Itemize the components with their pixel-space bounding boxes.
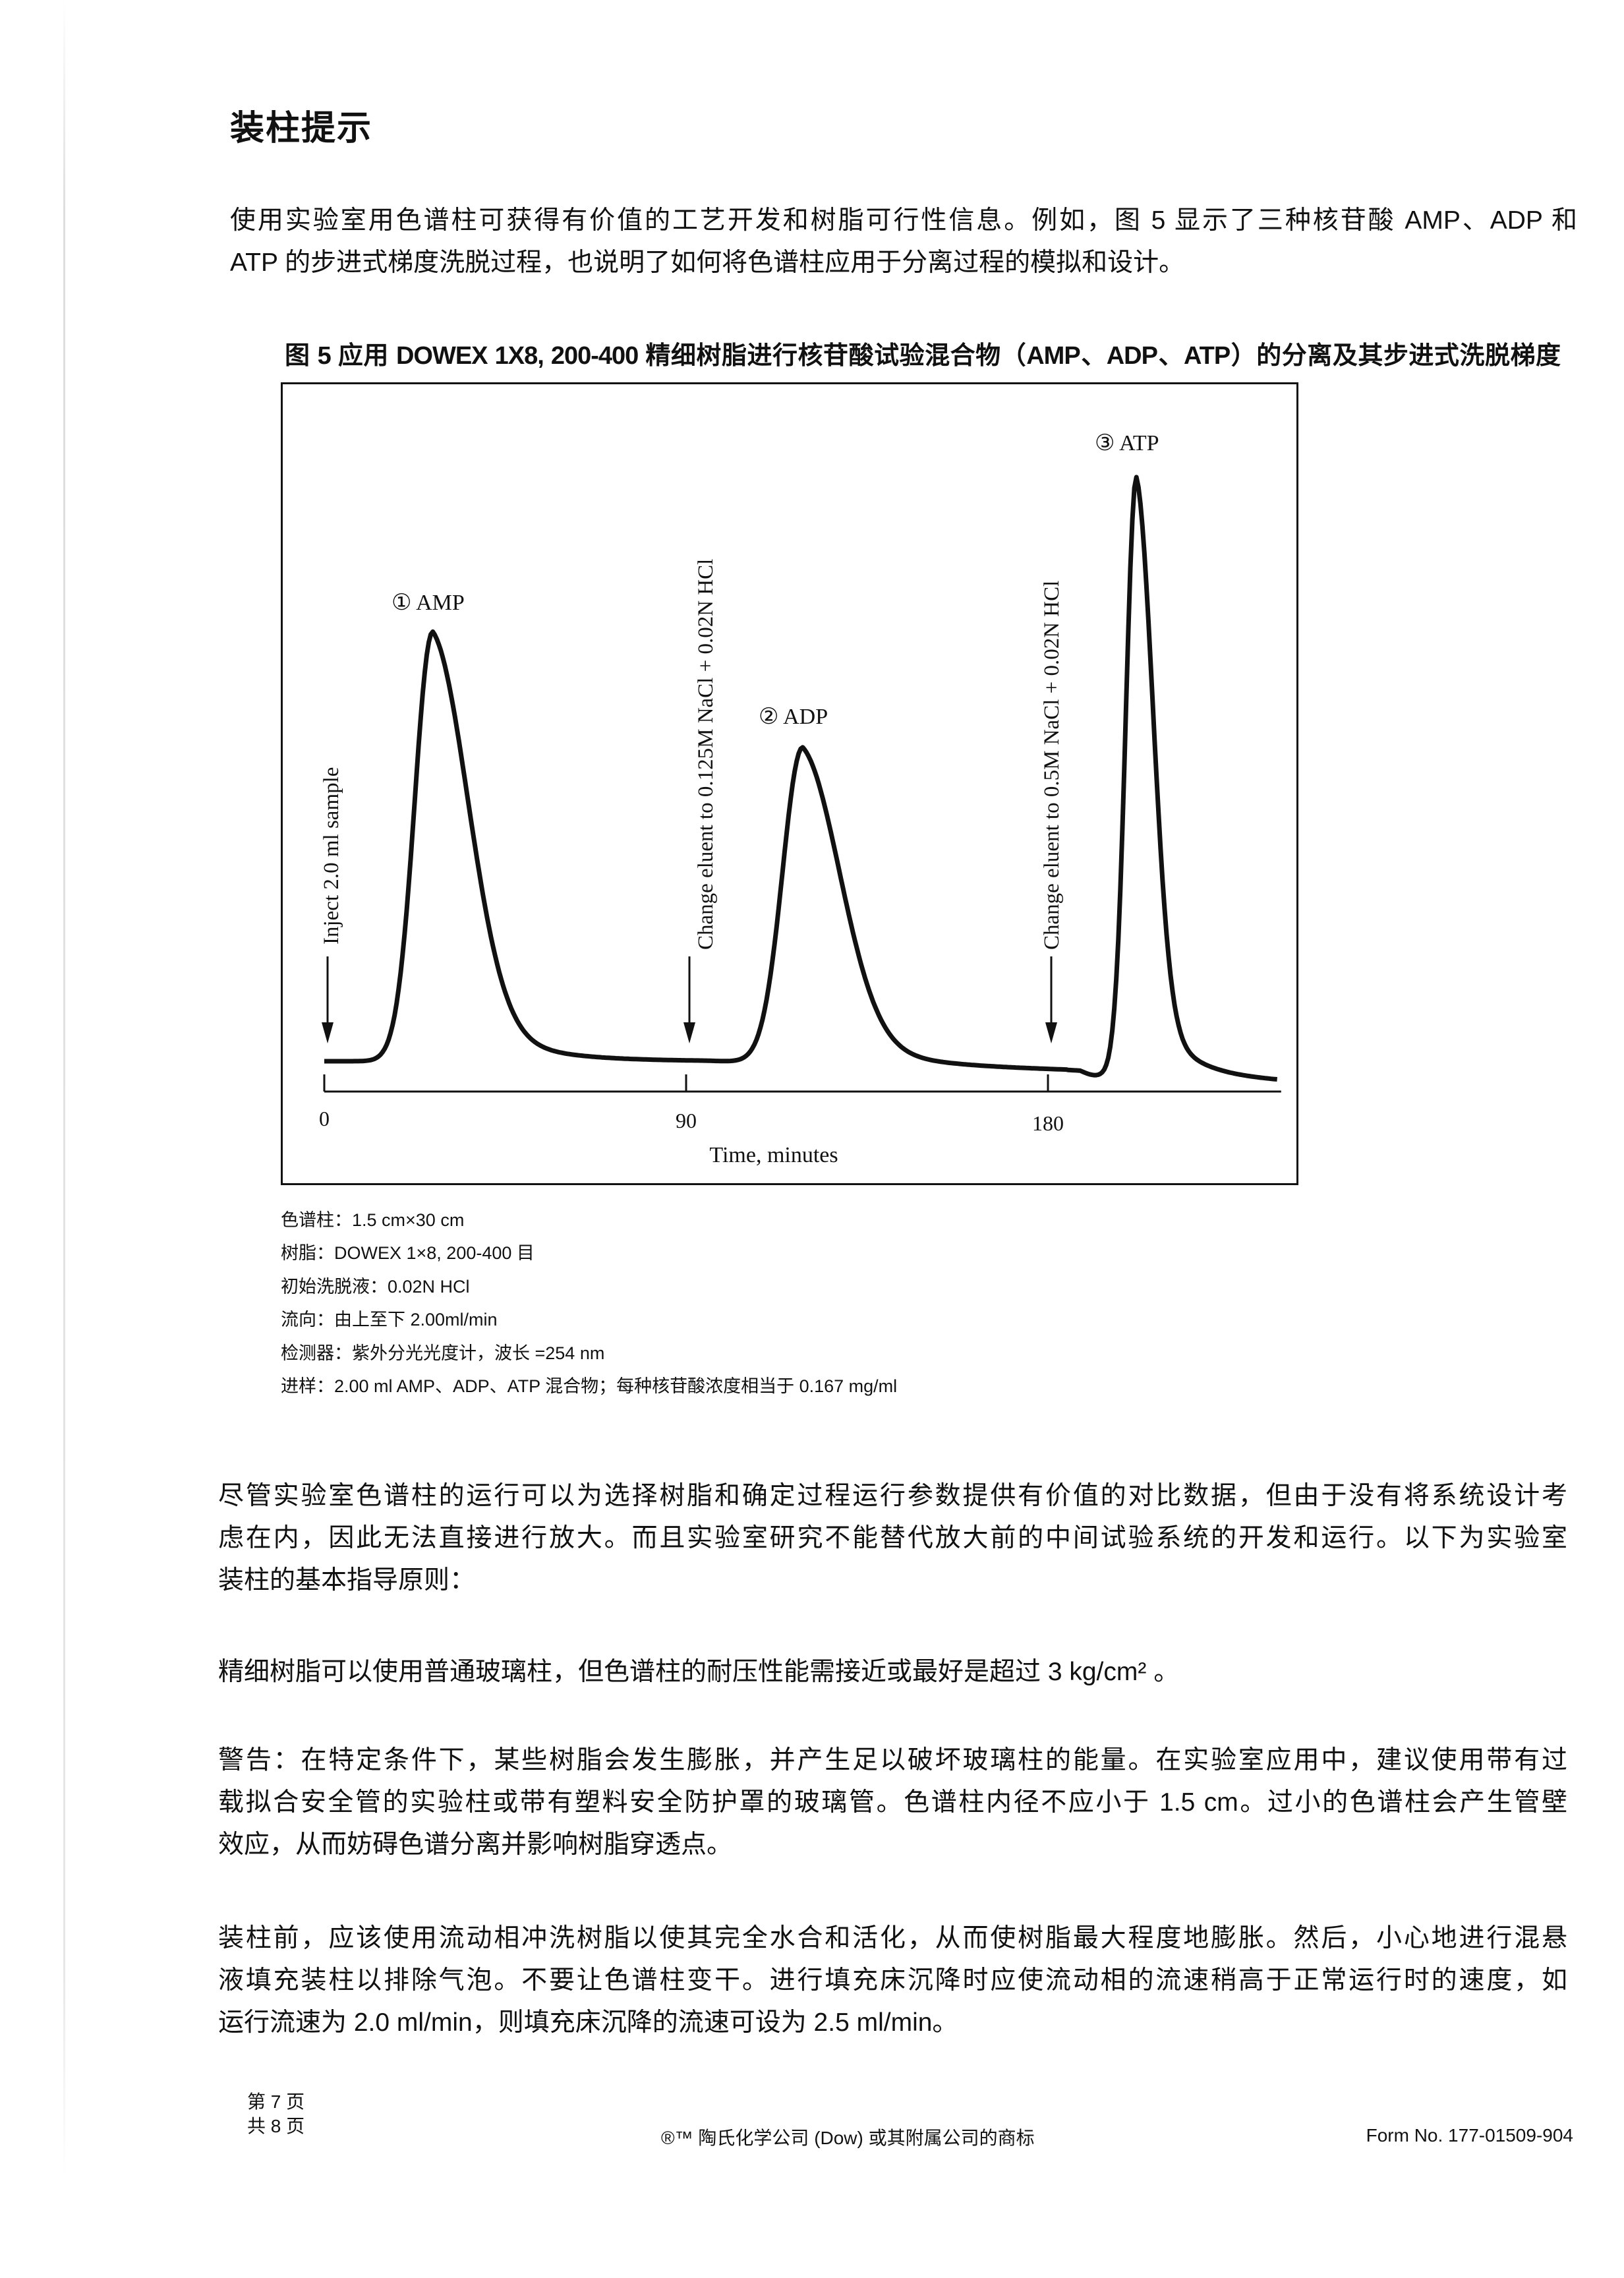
text-line: 装柱的基本指导原则： [218,1566,476,1594]
tick-label-0: 0 [319,1107,330,1130]
x-axis [322,956,1281,1093]
text-line: ATP 的步进式梯度洗脱过程，也说明了如何将色谱柱应用于分离过程的模拟和设计。 [230,248,1185,277]
page-number: 第 7 页 共 8 页 [247,2089,304,2138]
text-line: 尽管实验室色谱柱的运行可以为选择树脂和确定过程运行参数提供有价值的对比数据，但由… [218,1482,1567,1510]
chromatogram-svg: ① AMP ② ADP ③ ATP Inject 2.0 ml sample C… [319,431,1281,1167]
current-page: 第 7 页 [247,2091,305,2112]
text-line: 效应，从而妨碍色谱分离并影响树脂穿透点。 [218,1830,733,1859]
peak-label-amp: ① AMP [392,591,465,615]
paragraph-glass-column: 精细树脂可以使用普通玻璃柱，但色谱柱的耐压性能需接近或最好是超过 3 kg/cm… [218,1651,1567,1693]
chromatogram-chart: ① AMP ② ADP ③ ATP Inject 2.0 ml sample C… [281,382,1298,1185]
annotation-arrow-head [322,1022,334,1043]
total-pages: 共 8 页 [247,2116,305,2136]
tick-label-90: 90 [676,1109,697,1132]
text-line: 运行流速为 2.0 ml/min，则填充床沉降的流速可设为 2.5 ml/min… [218,2008,958,2037]
text-line: 液填充装柱以排除气泡。不要让色谱柱变干。进行填充床沉降时应使流动相的流速稍高于正… [218,1966,1567,1995]
form-number: Form No. 177-01509-904 [1366,2125,1573,2146]
figure-caption: 图 5 应用 DOWEX 1X8, 200-400 精细树脂进行核苷酸试验混合物… [285,342,1561,370]
paragraph-warning: 警告：在特定条件下，某些树脂会发生膨胀，并产生足以破坏玻璃柱的能量。在实验室应用… [218,1739,1567,1866]
text-line: 警告：在特定条件下，某些树脂会发生膨胀，并产生足以破坏玻璃柱的能量。在实验室应用… [218,1746,1567,1774]
annotation-inject: Inject 2.0 ml sample [320,767,343,945]
text-line: 虑在内，因此无法直接进行放大。而且实验室研究不能替代放大前的中间试验系统的开发和… [218,1524,1567,1552]
page-title: 装柱提示 [230,109,373,148]
text-line: 精细树脂可以使用普通玻璃柱，但色谱柱的耐压性能需接近或最好是超过 3 kg/cm… [218,1658,1180,1686]
paragraph-lab-columns: 尽管实验室色谱柱的运行可以为选择树脂和确定过程运行参数提供有价值的对比数据，但由… [218,1475,1567,1602]
text-line: 载拟合安全管的实验柱或带有塑料安全防护罩的玻璃管。色谱柱内径不应小于 1.5 c… [218,1788,1567,1817]
text-line: 装柱前，应该使用流动相冲洗树脂以使其完全水合和活化，从而使树脂最大程度地膨胀。然… [218,1924,1567,1952]
note-column: 色谱柱：1.5 cm×30 cm [281,1210,465,1230]
peak-label-adp: ② ADP [759,705,828,729]
note-resin: 树脂：DOWEX 1×8, 200-400 目 [281,1243,535,1264]
trademark-notice: ®™ 陶氏化学公司 (Dow) 或其附属公司的商标 [661,2128,1035,2148]
chromatogram-trace [324,475,1278,1082]
annotation-eluent-2: Change eluent to 0.5M NaCl + 0.02N HCl [1040,581,1064,950]
note-detector: 检测器：紫外分光光度计，波长 =254 nm [281,1343,605,1363]
chromatography-conditions: 色谱柱：1.5 cm×30 cm 树脂：DOWEX 1×8, 200-400 目… [281,1204,897,1403]
annotation-eluent-1: Change eluent to 0.125M NaCl + 0.02N HCl [694,559,718,950]
annotation-arrow-head [683,1022,695,1043]
note-sample: 进样：2.00 ml AMP、ADP、ATP 混合物；每种核苷酸浓度相当于 0.… [281,1376,898,1397]
intro-paragraph: 使用实验室用色谱柱可获得有价值的工艺开发和树脂可行性信息。例如，图 5 显示了三… [230,200,1577,284]
peak-label-atp: ③ ATP [1095,431,1159,455]
x-axis-label: Time, minutes [709,1143,838,1167]
tick-label-180: 180 [1032,1111,1064,1135]
annotation-arrow-head [1045,1022,1057,1043]
text-line: 使用实验室用色谱柱可获得有价值的工艺开发和树脂可行性信息。例如，图 5 显示了三… [230,206,1577,235]
note-eluent: 初始洗脱液：0.02N HCl [281,1276,470,1297]
paragraph-packing: 装柱前，应该使用流动相冲洗树脂以使其完全水合和活化，从而使树脂最大程度地膨胀。然… [218,1917,1567,2044]
scan-edge [63,0,65,2175]
note-flow: 流向：由上至下 2.00ml/min [281,1310,498,1330]
